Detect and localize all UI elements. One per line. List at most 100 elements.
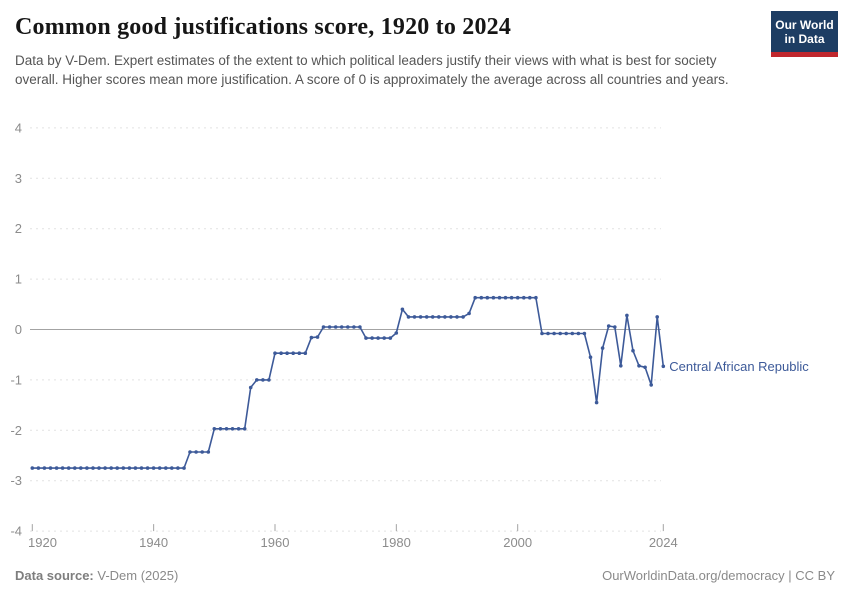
- data-point-1998[interactable]: [503, 295, 508, 300]
- data-point-1994[interactable]: [479, 295, 484, 300]
- data-point-1977[interactable]: [376, 336, 380, 340]
- data-point-1953[interactable]: [230, 427, 235, 431]
- chart-plot-area[interactable]: 4 3 2 1 0 -1 -2 -3 -4 1920 1940 1960 1980 2000 2024 Cen…: [0, 110, 850, 570]
- data-point-2015[interactable]: [606, 324, 611, 328]
- data-point-1972[interactable]: [346, 325, 350, 329]
- data-point-1957[interactable]: [254, 378, 259, 382]
- data-point-1964[interactable]: [297, 351, 302, 355]
- data-point-1923[interactable]: [48, 466, 53, 470]
- data-point-1982[interactable]: [406, 315, 411, 319]
- data-point-1973[interactable]: [352, 325, 356, 329]
- data-point-1996[interactable]: [491, 295, 496, 300]
- data-point-1989[interactable]: [449, 315, 453, 319]
- data-point-1990[interactable]: [455, 315, 459, 319]
- data-point-1992[interactable]: [467, 311, 471, 316]
- data-point-2023[interactable]: [655, 315, 659, 319]
- data-point-1954[interactable]: [236, 427, 241, 431]
- data-point-2003[interactable]: [534, 295, 538, 300]
- data-point-2024[interactable]: [661, 364, 666, 369]
- data-point-1920[interactable]: [30, 466, 35, 470]
- data-point-2001[interactable]: [522, 295, 526, 300]
- data-point-1986[interactable]: [430, 315, 435, 319]
- data-point-1942[interactable]: [164, 466, 168, 470]
- line-chart-svg[interactable]: 4 3 2 1 0 -1 -2 -3 -4 1920 1940 1960 1980 2000 2024 Cen…: [0, 110, 850, 570]
- data-point-1927[interactable]: [73, 466, 77, 470]
- data-point-1950[interactable]: [212, 427, 217, 431]
- data-point-1951[interactable]: [218, 427, 223, 431]
- data-point-1935[interactable]: [121, 466, 126, 470]
- data-point-1999[interactable]: [509, 295, 514, 300]
- data-point-2014[interactable]: [600, 346, 605, 350]
- data-point-1928[interactable]: [79, 466, 83, 470]
- data-point-2021[interactable]: [643, 365, 647, 370]
- data-point-1932[interactable]: [103, 466, 107, 470]
- data-point-1981[interactable]: [400, 307, 405, 312]
- data-point-1930[interactable]: [91, 466, 95, 470]
- data-point-1924[interactable]: [54, 466, 59, 470]
- data-point-2013[interactable]: [594, 400, 599, 405]
- data-point-1931[interactable]: [97, 466, 101, 470]
- data-point-2012[interactable]: [588, 355, 593, 359]
- data-point-1991[interactable]: [461, 315, 465, 319]
- data-point-2016[interactable]: [613, 325, 617, 329]
- data-point-1984[interactable]: [418, 315, 423, 319]
- data-point-1959[interactable]: [267, 378, 271, 382]
- data-point-1933[interactable]: [109, 466, 113, 470]
- data-point-2020[interactable]: [637, 364, 641, 368]
- data-point-1937[interactable]: [133, 466, 138, 470]
- data-point-1946[interactable]: [188, 450, 192, 454]
- data-point-1979[interactable]: [388, 336, 393, 340]
- data-point-1922[interactable]: [42, 466, 47, 470]
- data-point-2008[interactable]: [564, 331, 568, 336]
- data-point-1936[interactable]: [127, 466, 132, 470]
- data-point-2019[interactable]: [631, 348, 635, 353]
- data-point-1983[interactable]: [412, 315, 417, 319]
- data-point-1934[interactable]: [115, 466, 119, 470]
- data-point-1993[interactable]: [473, 295, 478, 300]
- data-point-1988[interactable]: [443, 315, 447, 319]
- data-point-1940[interactable]: [151, 466, 156, 470]
- data-point-1975[interactable]: [364, 336, 368, 340]
- data-point-2000[interactable]: [515, 295, 520, 300]
- data-point-1987[interactable]: [437, 315, 441, 319]
- data-point-1963[interactable]: [291, 351, 296, 355]
- data-point-1995[interactable]: [485, 295, 490, 300]
- data-point-1966[interactable]: [309, 335, 314, 340]
- data-point-1938[interactable]: [139, 466, 144, 470]
- data-point-1978[interactable]: [382, 336, 387, 340]
- data-point-1947[interactable]: [194, 450, 198, 454]
- data-point-1961[interactable]: [279, 351, 283, 355]
- data-point-1929[interactable]: [85, 466, 89, 470]
- data-point-1968[interactable]: [321, 325, 326, 329]
- data-point-2004[interactable]: [540, 331, 544, 336]
- data-point-1971[interactable]: [339, 325, 344, 329]
- data-point-2010[interactable]: [576, 331, 581, 336]
- data-point-2006[interactable]: [552, 331, 556, 336]
- data-point-1941[interactable]: [157, 466, 162, 470]
- data-point-1960[interactable]: [273, 351, 277, 355]
- data-point-1944[interactable]: [176, 466, 180, 470]
- data-point-1939[interactable]: [145, 466, 150, 470]
- data-point-1965[interactable]: [303, 351, 308, 355]
- data-point-2009[interactable]: [570, 331, 575, 336]
- data-point-1985[interactable]: [424, 315, 429, 319]
- data-point-1943[interactable]: [170, 466, 174, 470]
- data-point-1974[interactable]: [358, 325, 362, 329]
- data-point-1958[interactable]: [261, 378, 265, 382]
- entity-label[interactable]: Central African Republic: [669, 359, 809, 374]
- data-point-2007[interactable]: [558, 331, 562, 336]
- data-point-1949[interactable]: [206, 450, 211, 454]
- data-point-2017[interactable]: [619, 364, 623, 368]
- data-point-2022[interactable]: [649, 383, 653, 387]
- series-line[interactable]: [32, 296, 665, 469]
- data-point-1956[interactable]: [248, 385, 253, 390]
- data-point-1980[interactable]: [394, 331, 399, 335]
- data-point-1967[interactable]: [315, 335, 320, 339]
- data-point-2002[interactable]: [528, 295, 532, 300]
- data-point-1955[interactable]: [242, 427, 247, 431]
- data-point-1969[interactable]: [327, 325, 332, 329]
- data-point-2018[interactable]: [625, 313, 629, 318]
- data-point-1976[interactable]: [370, 336, 374, 340]
- data-point-1962[interactable]: [285, 351, 289, 355]
- data-point-1970[interactable]: [333, 325, 338, 329]
